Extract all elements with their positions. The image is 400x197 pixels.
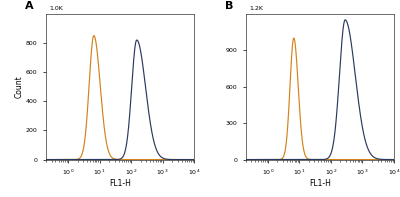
Y-axis label: Count: Count	[14, 75, 23, 98]
Text: 1.2K: 1.2K	[249, 6, 263, 11]
Text: A: A	[25, 1, 34, 11]
X-axis label: FL1-H: FL1-H	[309, 179, 331, 188]
Text: B: B	[225, 1, 234, 11]
X-axis label: FL1-H: FL1-H	[109, 179, 131, 188]
Text: 1.0K: 1.0K	[49, 6, 63, 11]
